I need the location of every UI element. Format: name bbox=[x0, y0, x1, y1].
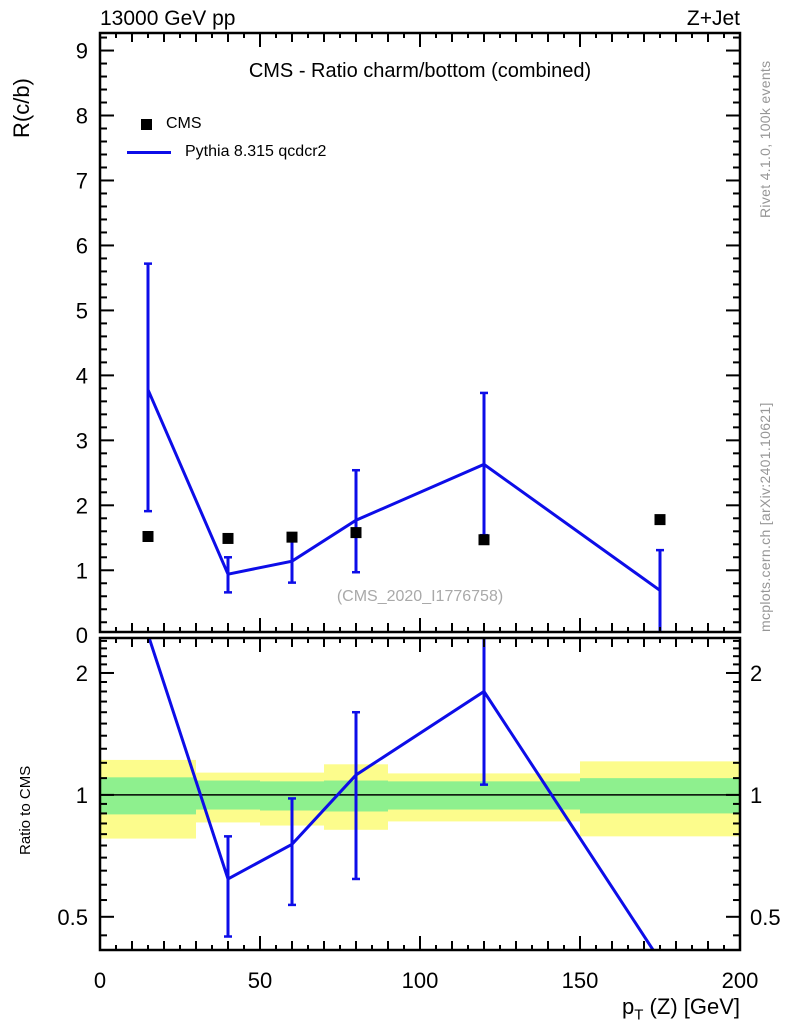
cms-data-points bbox=[142, 514, 666, 546]
cms-square-marker-icon bbox=[141, 118, 152, 130]
green-band-segment bbox=[580, 778, 740, 814]
ratio-y-axis-title: Ratio to CMS bbox=[17, 765, 34, 855]
svg-text:1: 1 bbox=[750, 783, 762, 808]
cms-marker bbox=[478, 534, 490, 546]
process-label: Z+Jet bbox=[686, 7, 740, 30]
cms-marker bbox=[286, 531, 298, 543]
svg-text:0.5: 0.5 bbox=[57, 905, 88, 930]
mcplots-reference-label: mcplots.cern.ch [arXiv:2401.10621] bbox=[757, 402, 773, 632]
plot-title: CMS - Ratio charm/bottom (combined) bbox=[248, 60, 592, 82]
svg-text:0.5: 0.5 bbox=[750, 905, 781, 930]
x-axis-title-sub: T bbox=[634, 1006, 644, 1024]
svg-text:8: 8 bbox=[76, 104, 88, 129]
legend-label-pythia: Pythia 8.315 qcdcr2 bbox=[185, 143, 327, 160]
svg-text:2: 2 bbox=[750, 661, 762, 686]
x-axis-title-rest: (Z) [GeV] bbox=[643, 994, 740, 1019]
x-axis-title-p: p bbox=[622, 994, 635, 1019]
svg-text:1: 1 bbox=[76, 558, 88, 583]
analysis-watermark: (CMS_2020_I1776758) bbox=[336, 588, 504, 605]
pythia-line-icon bbox=[127, 150, 171, 154]
svg-text:2: 2 bbox=[76, 493, 88, 518]
svg-text:2: 2 bbox=[76, 661, 88, 686]
pythia-ratio-line bbox=[147, 638, 655, 950]
x-axis-title: pT (Z) [GeV] bbox=[622, 994, 740, 1023]
svg-text:50: 50 bbox=[248, 968, 272, 993]
svg-text:7: 7 bbox=[76, 168, 88, 193]
legend-item-cms: CMS bbox=[141, 115, 202, 133]
axis-ticks bbox=[99, 33, 741, 950]
svg-text:100: 100 bbox=[402, 968, 439, 993]
svg-text:4: 4 bbox=[76, 363, 88, 388]
cms-marker bbox=[654, 514, 666, 526]
svg-text:6: 6 bbox=[76, 233, 88, 258]
axis-tick-labels: 0 1 2 3 4 5 6 7 8 9 0.5 0.5 1 1 2 2 0 50 100 150 200 bbox=[57, 39, 780, 993]
legend-label-cms: CMS bbox=[166, 115, 202, 132]
green-band-segment bbox=[100, 777, 196, 815]
y-axis-title: R(c/b) bbox=[9, 78, 34, 138]
ratio-uncertainty-bands bbox=[100, 759, 740, 839]
svg-text:1: 1 bbox=[76, 783, 88, 808]
cms-marker bbox=[222, 532, 234, 544]
svg-text:5: 5 bbox=[76, 298, 88, 323]
svg-text:9: 9 bbox=[76, 39, 88, 64]
svg-text:200: 200 bbox=[722, 968, 759, 993]
svg-text:0: 0 bbox=[76, 623, 88, 648]
cms-marker bbox=[350, 527, 362, 539]
svg-text:3: 3 bbox=[76, 428, 88, 453]
pythia-main-series bbox=[144, 262, 664, 632]
beam-energy-label: 13000 GeV pp bbox=[100, 7, 236, 30]
svg-text:150: 150 bbox=[562, 968, 599, 993]
cms-marker bbox=[142, 530, 154, 542]
legend-item-pythia: Pythia 8.315 qcdcr2 bbox=[127, 143, 326, 161]
pythia-ratio-series bbox=[147, 638, 655, 950]
rivet-version-label: Rivet 4.1.0, 100k events bbox=[757, 60, 773, 218]
svg-text:0: 0 bbox=[94, 968, 106, 993]
pythia-line bbox=[146, 389, 661, 592]
